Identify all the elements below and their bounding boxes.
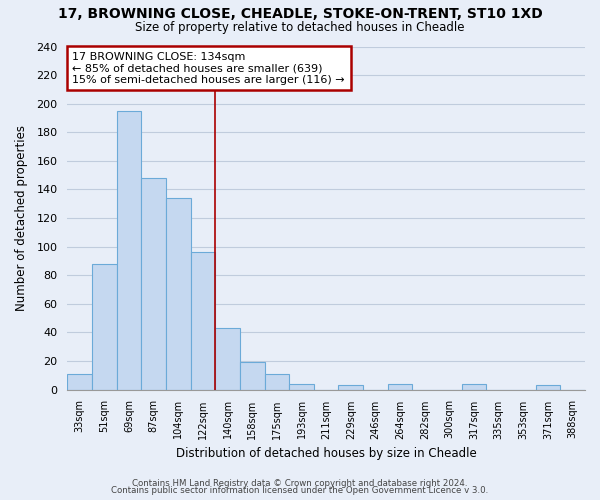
- Text: Size of property relative to detached houses in Cheadle: Size of property relative to detached ho…: [135, 21, 465, 34]
- Bar: [240, 362, 265, 390]
- Text: Contains public sector information licensed under the Open Government Licence v : Contains public sector information licen…: [112, 486, 488, 495]
- Bar: [92, 264, 116, 390]
- Bar: [141, 178, 166, 390]
- Bar: [289, 384, 314, 390]
- Bar: [191, 252, 215, 390]
- Bar: [338, 386, 363, 390]
- Text: Contains HM Land Registry data © Crown copyright and database right 2024.: Contains HM Land Registry data © Crown c…: [132, 478, 468, 488]
- Bar: [67, 374, 92, 390]
- Bar: [265, 374, 289, 390]
- Bar: [116, 111, 141, 390]
- Text: 17 BROWNING CLOSE: 134sqm
← 85% of detached houses are smaller (639)
15% of semi: 17 BROWNING CLOSE: 134sqm ← 85% of detac…: [73, 52, 345, 85]
- Bar: [166, 198, 191, 390]
- Bar: [388, 384, 412, 390]
- Bar: [462, 384, 487, 390]
- Y-axis label: Number of detached properties: Number of detached properties: [15, 125, 28, 311]
- Bar: [215, 328, 240, 390]
- Text: 17, BROWNING CLOSE, CHEADLE, STOKE-ON-TRENT, ST10 1XD: 17, BROWNING CLOSE, CHEADLE, STOKE-ON-TR…: [58, 8, 542, 22]
- Bar: [536, 386, 560, 390]
- X-axis label: Distribution of detached houses by size in Cheadle: Distribution of detached houses by size …: [176, 447, 476, 460]
